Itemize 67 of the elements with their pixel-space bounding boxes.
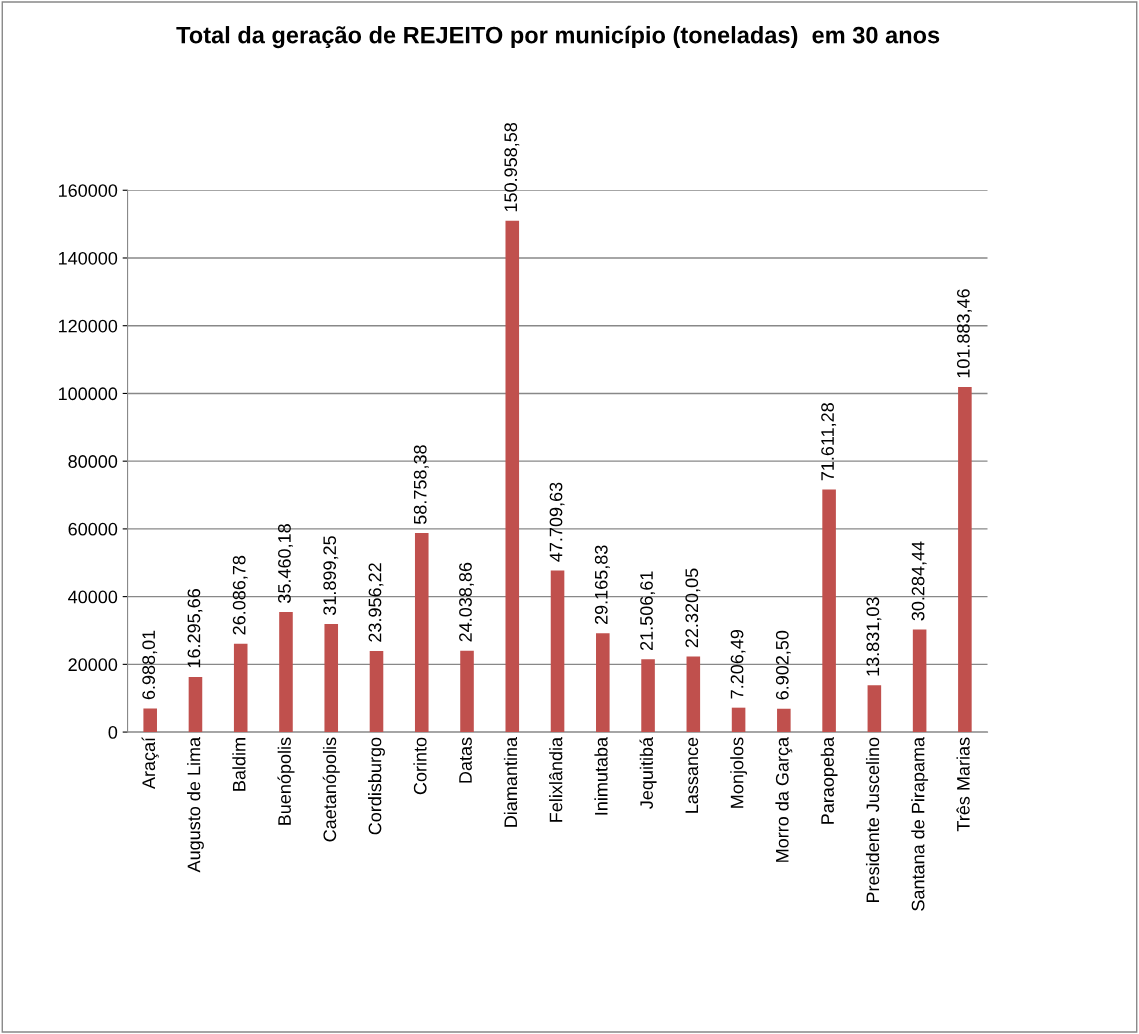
data-label: 13.831,03 xyxy=(866,597,882,676)
y-tick-label: 140000 xyxy=(58,251,118,265)
x-tick-label: Lassance xyxy=(685,737,699,813)
data-label: 30.284,44 xyxy=(911,541,927,621)
bar xyxy=(324,624,339,733)
x-tick-label: Araçaí xyxy=(141,737,159,790)
data-label: 16.295,66 xyxy=(187,589,203,668)
x-tick-label: Presidente Juscelino xyxy=(865,737,880,903)
data-label: 150.958,58 xyxy=(504,122,520,212)
data-label: 7.206,49 xyxy=(730,629,746,699)
data-label: 101.883,46 xyxy=(956,289,972,378)
x-tick-label: Jequitibá xyxy=(639,736,657,809)
data-label: 31.899,25 xyxy=(323,536,339,616)
bar xyxy=(188,676,203,733)
bar xyxy=(641,659,655,733)
data-label: 21.506,61 xyxy=(640,571,656,650)
bar xyxy=(460,650,474,733)
data-label: 35.460,18 xyxy=(278,524,293,603)
x-tick-label: Diamantina xyxy=(503,736,518,827)
y-tick-label: 160000 xyxy=(58,184,118,197)
x-tick-label: Monjolos xyxy=(730,737,747,808)
bar xyxy=(279,611,293,733)
bar xyxy=(596,633,610,733)
x-tick-label: Caetanópolis xyxy=(322,737,340,842)
data-label: 29.165,83 xyxy=(594,545,610,625)
bar xyxy=(505,220,520,733)
x-tick-label: Cordisburgo xyxy=(368,737,385,835)
y-tick-label: 0 xyxy=(108,726,118,739)
bar xyxy=(822,489,836,733)
x-tick-label: Paraopeba xyxy=(820,736,838,824)
bar xyxy=(414,533,429,733)
data-label: 47.709,63 xyxy=(549,482,565,562)
bar xyxy=(550,570,565,733)
x-tick-label: Corinto xyxy=(413,737,427,795)
data-label: 71.611,28 xyxy=(821,403,837,481)
data-label: 6.988,01 xyxy=(142,630,158,700)
bar xyxy=(777,708,791,733)
x-tick-label: Buenópolis xyxy=(277,737,295,825)
bar xyxy=(912,629,927,733)
data-label: 23.956,22 xyxy=(368,563,384,642)
bar xyxy=(731,707,746,733)
data-label: 58.758,38 xyxy=(413,445,429,525)
x-tick-label: Inimutaba xyxy=(594,736,608,815)
y-tick-label: 120000 xyxy=(58,319,118,333)
x-tick-label: Felixlândia xyxy=(549,736,563,822)
x-tick-label: Augusto de Lima xyxy=(187,736,204,873)
bar xyxy=(369,650,384,733)
data-label: 26.086,78 xyxy=(232,555,248,635)
y-tick-label: 100000 xyxy=(58,387,118,401)
bar xyxy=(958,387,972,733)
y-tick-label: 20000 xyxy=(68,658,118,672)
data-label: 6.902,50 xyxy=(775,630,791,700)
x-tick-label: Morro da Garça xyxy=(775,736,793,862)
chart-title: Total da geração de REJEITO por município (toneladas) em 30 anos xyxy=(176,25,940,49)
bar xyxy=(233,643,248,733)
x-tick-label: Três Marias xyxy=(956,737,970,832)
data-label: 24.038,86 xyxy=(459,562,474,642)
y-tick-label: 80000 xyxy=(68,455,118,468)
y-tick-label: 40000 xyxy=(68,590,118,604)
bar xyxy=(143,708,157,733)
x-tick-label: Santana de Pirapama xyxy=(911,736,929,911)
bar xyxy=(686,656,701,733)
x-tick-label: Datas xyxy=(459,737,472,783)
data-label: 22.320,05 xyxy=(685,568,701,648)
x-tick-label: Baldim xyxy=(232,738,246,791)
bar xyxy=(867,685,882,733)
y-tick-label: 60000 xyxy=(68,522,118,536)
